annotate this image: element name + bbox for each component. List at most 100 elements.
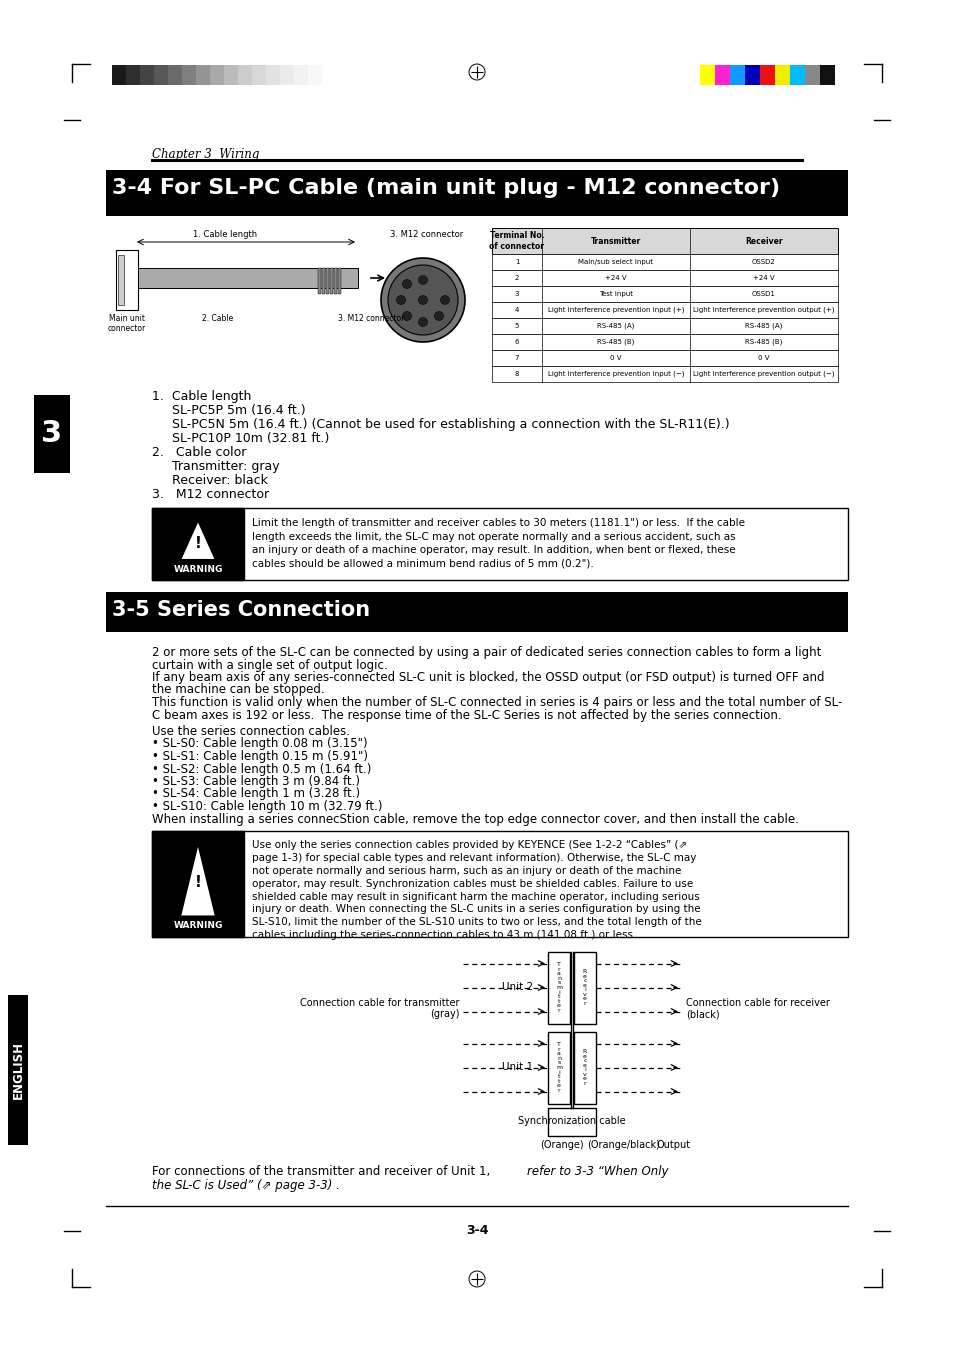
Circle shape — [380, 258, 464, 342]
Text: cables including the series-connection cables to 43 m (141.08 ft.) or less.: cables including the series-connection c… — [252, 929, 636, 940]
Bar — [337, 267, 340, 295]
Bar — [574, 1032, 596, 1104]
Text: 4: 4 — [515, 307, 518, 313]
Bar — [182, 65, 195, 85]
Polygon shape — [180, 520, 215, 561]
Text: When installing a series connecStion cable, remove the top edge connector cover,: When installing a series connecStion cab… — [152, 812, 798, 825]
Text: 7: 7 — [515, 355, 518, 361]
Bar — [774, 65, 789, 85]
Bar — [804, 65, 820, 85]
Bar — [492, 350, 837, 366]
Bar — [152, 508, 847, 580]
Text: SL-PC10P 10m (32.81 ft.): SL-PC10P 10m (32.81 ft.) — [172, 432, 329, 444]
Text: 1.  Cable length: 1. Cable length — [152, 390, 251, 403]
Text: Use only the series connection cables provided by KEYENCE (See 1-2-2 “Cables” (⇗: Use only the series connection cables pr… — [252, 840, 686, 851]
Circle shape — [418, 276, 427, 285]
Bar — [118, 255, 124, 305]
Text: the machine can be stopped.: the machine can be stopped. — [152, 684, 324, 697]
Text: 1. Cable length: 1. Cable length — [193, 230, 256, 239]
Bar — [195, 65, 210, 85]
Text: operator, may result. Synchronization cables must be shielded cables. Failure to: operator, may result. Synchronization ca… — [252, 880, 693, 889]
Text: 3: 3 — [515, 290, 518, 297]
Text: WARNING: WARNING — [173, 565, 222, 574]
Circle shape — [388, 265, 457, 335]
Text: Receiver: black: Receiver: black — [172, 474, 268, 486]
Bar — [492, 254, 837, 270]
Bar — [112, 65, 126, 85]
Text: refer to 3-3 “When Only: refer to 3-3 “When Only — [526, 1166, 668, 1178]
Text: Light interference prevention output (−): Light interference prevention output (−) — [693, 370, 834, 377]
Circle shape — [396, 296, 405, 304]
Bar — [34, 394, 70, 473]
Text: 3-5 Series Connection: 3-5 Series Connection — [112, 600, 370, 620]
Bar — [760, 65, 774, 85]
Bar — [280, 65, 294, 85]
Text: WARNING: WARNING — [173, 921, 222, 931]
Bar — [294, 65, 308, 85]
Bar — [492, 334, 837, 350]
Text: T
r
a
n
s
m
i
t
t
e
r: T r a n s m i t t e r — [556, 962, 561, 1013]
Bar — [224, 65, 237, 85]
Text: R
e
c
e
i
v
e
r: R e c e i v e r — [582, 1048, 586, 1086]
Text: 2: 2 — [515, 276, 518, 281]
Text: Main/sub select input: Main/sub select input — [578, 259, 653, 265]
Bar — [237, 65, 252, 85]
Text: RS-485 (A): RS-485 (A) — [744, 323, 781, 330]
Bar — [330, 267, 333, 295]
Text: Output: Output — [657, 1140, 690, 1151]
Text: page 1-3) for special cable types and relevant information). Otherwise, the SL-C: page 1-3) for special cable types and re… — [252, 854, 696, 863]
Bar — [140, 65, 153, 85]
Text: C beam axes is 192 or less.  The response time of the SL-C Series is not affecte: C beam axes is 192 or less. The response… — [152, 708, 781, 721]
Text: 2. Cable: 2. Cable — [202, 313, 233, 323]
Text: This function is valid only when the number of SL-C connected in series is 4 pai: This function is valid only when the num… — [152, 696, 841, 709]
Circle shape — [418, 317, 427, 327]
Text: Light interference prevention output (+): Light interference prevention output (+) — [693, 307, 834, 313]
Text: 6: 6 — [515, 339, 518, 345]
Text: If any beam axis of any series-connected SL-C unit is blocked, the OSSD output (: If any beam axis of any series-connected… — [152, 671, 823, 684]
Bar — [326, 267, 329, 295]
Text: SL-PC5N 5m (16.4 ft.) (Cannot be used for establishing a connection with the SL-: SL-PC5N 5m (16.4 ft.) (Cannot be used fo… — [172, 417, 729, 431]
Bar — [153, 65, 168, 85]
Text: • SL-S4: Cable length 1 m (3.28 ft.): • SL-S4: Cable length 1 m (3.28 ft.) — [152, 788, 359, 801]
Text: the SL-C is Used” (⇗ page 3-3) .: the SL-C is Used” (⇗ page 3-3) . — [152, 1179, 339, 1193]
Text: Terminal No.
of connector: Terminal No. of connector — [489, 231, 544, 251]
Circle shape — [402, 312, 411, 320]
Text: • SL-S2: Cable length 0.5 m (1.64 ft.): • SL-S2: Cable length 0.5 m (1.64 ft.) — [152, 762, 371, 775]
Text: !: ! — [194, 875, 201, 890]
Text: 2.   Cable color: 2. Cable color — [152, 446, 246, 459]
Text: +24 V: +24 V — [753, 276, 774, 281]
Text: T
r
a
n
s
m
i
t
t
e
r: T r a n s m i t t e r — [556, 1042, 561, 1093]
Text: Unit 1: Unit 1 — [501, 1062, 533, 1073]
Bar — [152, 831, 244, 936]
Bar — [138, 267, 357, 288]
Bar — [820, 65, 834, 85]
Text: (Orange/black): (Orange/black) — [586, 1140, 659, 1151]
Bar — [322, 267, 325, 295]
Circle shape — [440, 296, 449, 304]
Bar — [266, 65, 280, 85]
Text: 0 V: 0 V — [758, 355, 769, 361]
Bar — [700, 65, 714, 85]
Text: Test input: Test input — [598, 290, 633, 297]
Text: 0 V: 0 V — [610, 355, 621, 361]
Text: OSSD2: OSSD2 — [751, 259, 775, 265]
Text: Receiver: Receiver — [744, 236, 782, 246]
Text: Main unit
connector: Main unit connector — [108, 313, 146, 334]
Text: RS-485 (A): RS-485 (A) — [597, 323, 634, 330]
Bar — [492, 303, 837, 317]
Bar — [152, 508, 244, 580]
Text: !: ! — [194, 535, 201, 550]
Text: curtain with a single set of output logic.: curtain with a single set of output logi… — [152, 658, 387, 671]
Text: Limit the length of transmitter and receiver cables to 30 meters (1181.1") or le: Limit the length of transmitter and rece… — [252, 517, 744, 528]
Text: • SL-S10: Cable length 10 m (32.79 ft.): • SL-S10: Cable length 10 m (32.79 ft.) — [152, 800, 382, 813]
Bar — [116, 250, 138, 309]
Text: Transmitter: gray: Transmitter: gray — [172, 459, 279, 473]
Bar — [152, 831, 847, 936]
Text: • SL-S3: Cable length 3 m (9.84 ft.): • SL-S3: Cable length 3 m (9.84 ft.) — [152, 775, 359, 788]
Text: 3. M12 connector: 3. M12 connector — [390, 230, 463, 239]
Bar — [106, 170, 847, 216]
Text: Chapter 3  Wiring: Chapter 3 Wiring — [152, 149, 259, 161]
Bar — [574, 951, 596, 1024]
Text: Transmitter: Transmitter — [590, 236, 640, 246]
Text: length exceeds the limit, the SL-C may not operate normally and a serious accide: length exceeds the limit, the SL-C may n… — [252, 531, 735, 542]
